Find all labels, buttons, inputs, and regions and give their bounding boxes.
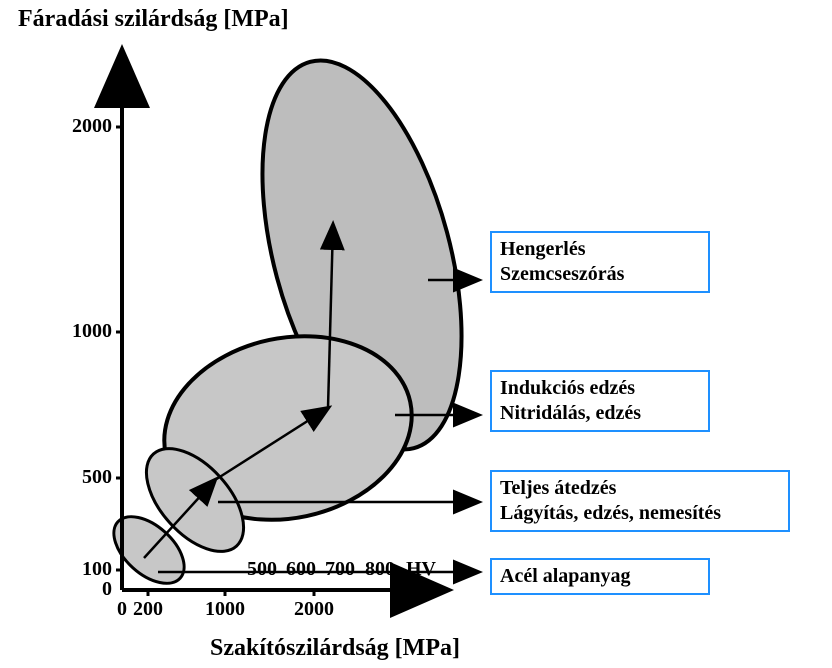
y-tick-label: 2000 [52, 115, 112, 138]
x-tick-label: 2000 [289, 598, 339, 621]
hv-tick-label: 600 [280, 558, 322, 581]
hv-tick-label: 800 [359, 558, 401, 581]
hv-tick-label: 500 [241, 558, 283, 581]
legend-line: Nitridálás, edzés [500, 401, 700, 426]
hv-tick-label: HV [400, 558, 442, 581]
legend-line: Acél alapanyag [500, 564, 700, 589]
legend-line: Lágyítás, edzés, nemesítés [500, 501, 780, 526]
legend-steel-base: Acél alapanyag [490, 558, 710, 595]
x-tick-label: 1000 [200, 598, 250, 621]
legend-line: Teljes átedzés [500, 476, 780, 501]
legend-line: Szemcseszórás [500, 262, 700, 287]
legend-full-harden: Teljes átedzésLágyítás, edzés, nemesítés [490, 470, 790, 532]
y-tick-label: 100 [52, 558, 112, 581]
y-tick-label: 500 [52, 466, 112, 489]
legend-line: Indukciós edzés [500, 376, 700, 401]
hv-tick-label: 700 [319, 558, 361, 581]
legend-line: Hengerlés [500, 237, 700, 262]
legend-rolling-peen: HengerlésSzemcseszórás [490, 231, 710, 293]
y-tick-label: 1000 [52, 320, 112, 343]
legend-induction: Indukciós edzésNitridálás, edzés [490, 370, 710, 432]
x-tick-label: 200 [123, 598, 173, 621]
